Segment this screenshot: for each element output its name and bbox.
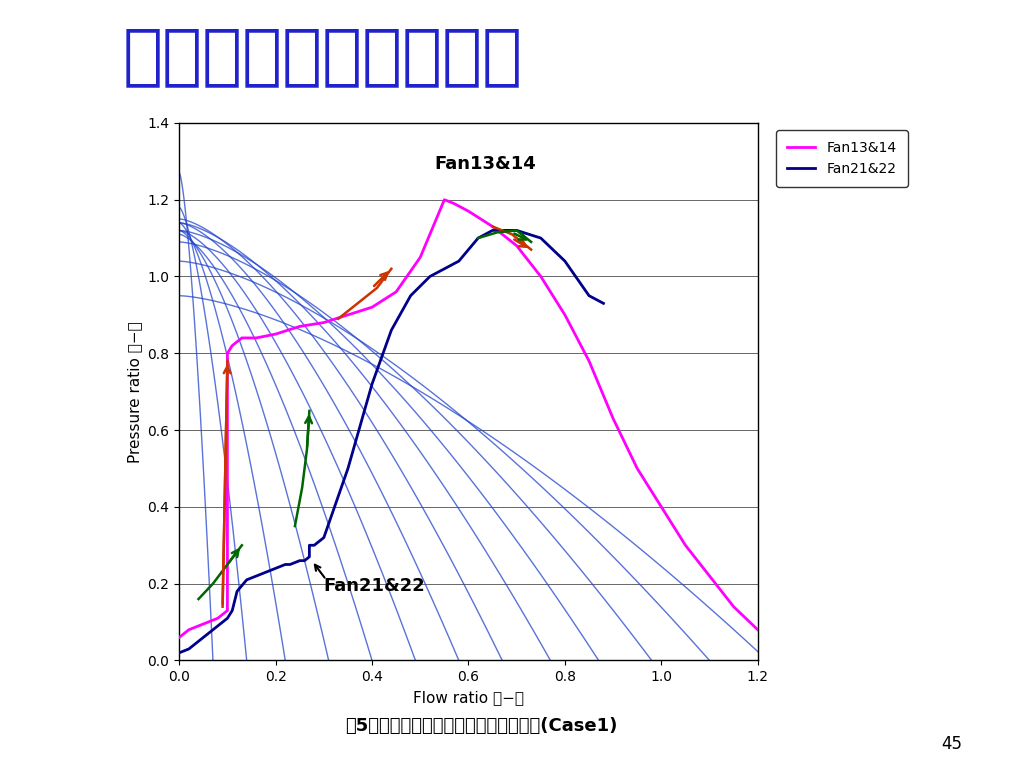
Y-axis label: Pressure ratio （−）: Pressure ratio （−） [127, 321, 142, 462]
Legend: Fan13&14, Fan21&22: Fan13&14, Fan21&22 [776, 130, 907, 187]
Text: 45: 45 [941, 735, 963, 753]
Text: Fan21&22: Fan21&22 [324, 578, 426, 595]
Text: Fan13&14: Fan13&14 [435, 155, 537, 173]
Text: 図5　ファン起動時の風量と圧力の関係(Case1): 図5 ファン起動時の風量と圧力の関係(Case1) [345, 717, 617, 735]
Text: シミュレーション結果: シミュレーション結果 [123, 23, 523, 89]
X-axis label: Flow ratio （−）: Flow ratio （−） [413, 690, 524, 705]
